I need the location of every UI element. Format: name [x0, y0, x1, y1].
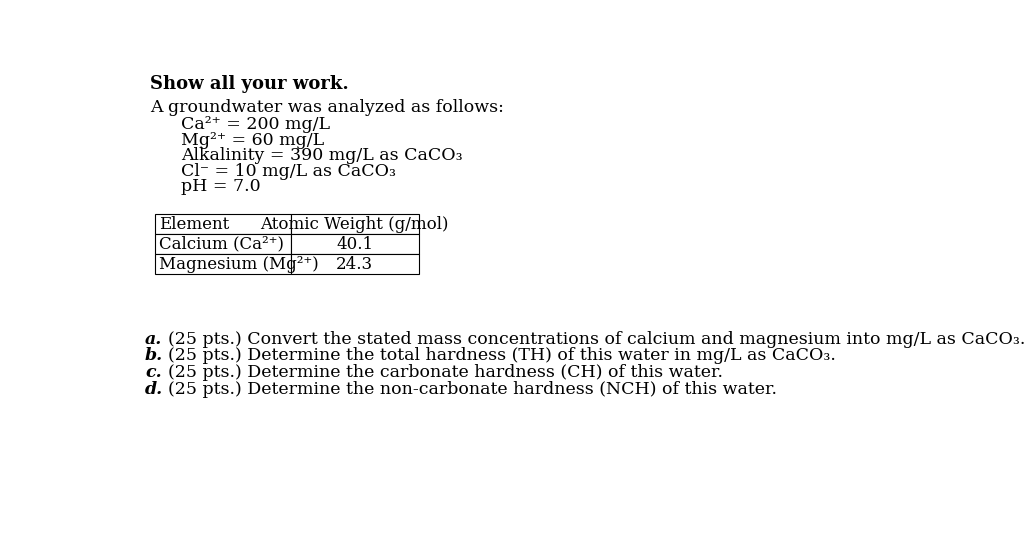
- Text: 24.3: 24.3: [336, 256, 374, 273]
- Text: Atomic Weight (g/mol): Atomic Weight (g/mol): [260, 216, 449, 233]
- Text: 40.1: 40.1: [336, 235, 374, 253]
- Text: Alkalinity = 390 mg/L as CaCO₃: Alkalinity = 390 mg/L as CaCO₃: [180, 147, 462, 164]
- Text: Magnesium (Mg²⁺): Magnesium (Mg²⁺): [159, 256, 318, 273]
- Text: (25 pts.) Determine the carbonate hardness (CH) of this water.: (25 pts.) Determine the carbonate hardne…: [168, 364, 723, 381]
- Bar: [155, 254, 291, 274]
- Text: Element: Element: [159, 216, 229, 233]
- Text: Mg²⁺ = 60 mg/L: Mg²⁺ = 60 mg/L: [180, 132, 324, 149]
- Bar: [291, 214, 419, 234]
- Text: a.: a.: [145, 331, 162, 348]
- Bar: [155, 214, 291, 234]
- Text: (25 pts.) Convert the stated mass concentrations of calcium and magnesium into m: (25 pts.) Convert the stated mass concen…: [168, 331, 1024, 348]
- Bar: [291, 254, 419, 274]
- Text: Cl⁻ = 10 mg/L as CaCO₃: Cl⁻ = 10 mg/L as CaCO₃: [180, 163, 395, 179]
- Text: Show all your work.: Show all your work.: [150, 75, 348, 93]
- Text: (25 pts.) Determine the total hardness (TH) of this water in mg/L as CaCO₃.: (25 pts.) Determine the total hardness (…: [168, 348, 837, 364]
- Text: (25 pts.) Determine the non-carbonate hardness (NCH) of this water.: (25 pts.) Determine the non-carbonate ha…: [168, 381, 777, 398]
- Text: Calcium (Ca²⁺): Calcium (Ca²⁺): [159, 235, 284, 253]
- Text: A groundwater was analyzed as follows:: A groundwater was analyzed as follows:: [150, 99, 504, 116]
- Text: d.: d.: [145, 381, 163, 398]
- Text: b.: b.: [145, 348, 163, 364]
- Text: Ca²⁺ = 200 mg/L: Ca²⁺ = 200 mg/L: [180, 116, 330, 134]
- Text: c.: c.: [145, 364, 162, 381]
- Bar: [155, 234, 291, 254]
- Bar: [291, 234, 419, 254]
- Text: pH = 7.0: pH = 7.0: [180, 178, 260, 195]
